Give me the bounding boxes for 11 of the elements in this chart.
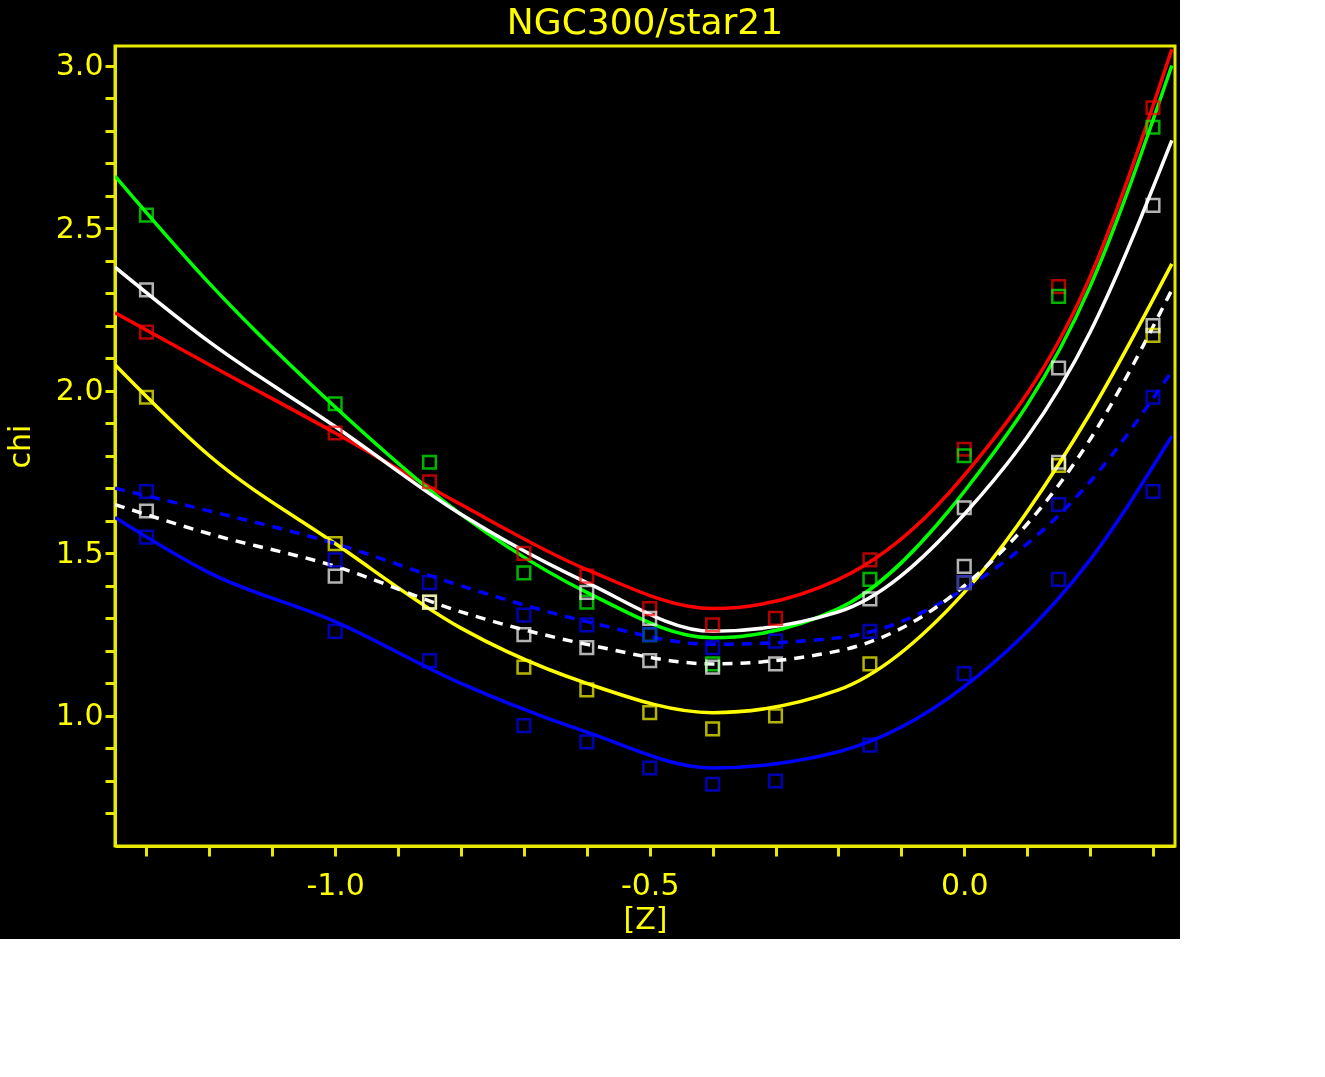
x-tick-label: 0.0	[940, 866, 989, 902]
x-axis-title: [Z]	[623, 900, 668, 936]
x-tick-label: -1.0	[306, 866, 365, 902]
y-tick-label: 1.5	[55, 534, 104, 570]
chart-title: NGC300/star21	[506, 1, 784, 42]
y-axis-title: chi	[1, 424, 37, 469]
y-tick-label: 2.0	[55, 372, 104, 408]
y-tick-label: 1.0	[55, 697, 104, 733]
y-tick-label: 3.0	[55, 47, 104, 83]
y-tick-label: 2.5	[55, 209, 104, 245]
x-tick-label: -0.5	[620, 866, 680, 902]
